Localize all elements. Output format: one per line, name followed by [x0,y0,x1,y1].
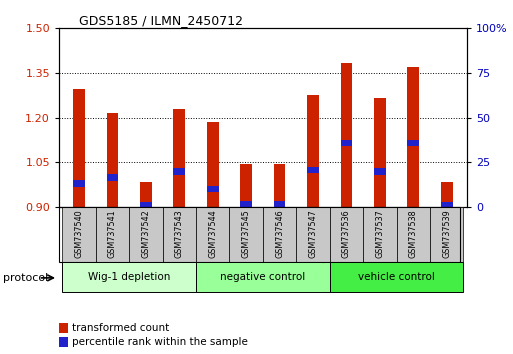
Bar [441,202,452,209]
Bar [63,262,196,292]
Bar [140,182,152,207]
Bar [73,180,85,187]
Text: GSM737539: GSM737539 [442,209,451,258]
Bar [173,109,185,207]
Bar [407,67,419,207]
Text: GSM737542: GSM737542 [142,209,150,258]
Text: protocol: protocol [3,273,48,283]
Bar [73,90,85,207]
Text: GSM737538: GSM737538 [409,209,418,258]
Bar [241,164,252,207]
Bar [341,140,352,146]
Bar [196,207,229,262]
Bar [107,174,119,181]
Bar [196,262,330,292]
Text: GSM737536: GSM737536 [342,209,351,258]
Bar [407,140,419,146]
Text: GDS5185 / ILMN_2450712: GDS5185 / ILMN_2450712 [80,14,243,27]
Bar [330,262,463,292]
Bar [341,63,352,207]
Text: GSM737543: GSM737543 [175,209,184,258]
Text: GSM737546: GSM737546 [275,209,284,258]
Text: GSM737547: GSM737547 [308,209,318,258]
Bar [274,201,285,207]
Bar [263,207,297,262]
Bar [441,182,452,207]
Bar [374,98,386,207]
Bar [129,207,163,262]
Bar [274,164,285,207]
Text: GSM737537: GSM737537 [376,209,384,258]
Bar [173,168,185,175]
Bar [363,207,397,262]
Bar [330,207,363,262]
Bar [229,207,263,262]
Text: GSM737544: GSM737544 [208,209,218,258]
Bar [374,168,386,175]
Bar [207,186,219,193]
Text: GSM737541: GSM737541 [108,209,117,258]
Bar [307,95,319,207]
Bar [241,201,252,207]
Text: negative control: negative control [220,272,306,282]
Bar [96,207,129,262]
Bar [307,167,319,173]
Bar [163,207,196,262]
Bar [140,202,152,209]
Bar [207,122,219,207]
Bar [297,207,330,262]
Text: GSM737540: GSM737540 [74,209,84,258]
Text: vehicle control: vehicle control [358,272,435,282]
Bar [397,207,430,262]
Text: percentile rank within the sample: percentile rank within the sample [72,337,248,347]
Bar [107,113,119,207]
Bar [63,207,96,262]
Text: GSM737545: GSM737545 [242,209,251,258]
Bar [430,207,463,262]
Text: transformed count: transformed count [72,323,169,333]
Text: Wig-1 depletion: Wig-1 depletion [88,272,170,282]
